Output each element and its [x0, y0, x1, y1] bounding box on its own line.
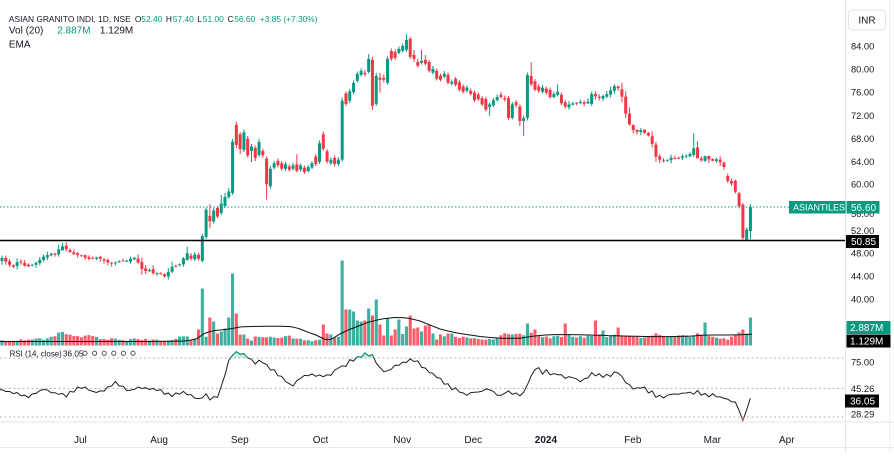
- svg-text:84.00: 84.00: [851, 41, 874, 51]
- svg-text:57.40: 57.40: [173, 14, 194, 24]
- svg-text:51.00: 51.00: [203, 14, 224, 24]
- svg-text:INR: INR: [858, 16, 875, 27]
- svg-text:52.40: 52.40: [141, 14, 162, 24]
- svg-text:2024: 2024: [535, 435, 558, 446]
- svg-text:ASIAN GRANITO INDI, 1D, NSE: ASIAN GRANITO INDI, 1D, NSE: [9, 14, 131, 24]
- svg-text:Oct: Oct: [313, 435, 329, 446]
- svg-text:52.00: 52.00: [851, 226, 874, 236]
- svg-text:72.00: 72.00: [851, 111, 874, 121]
- svg-text:EMA: EMA: [9, 39, 31, 50]
- svg-text:2.887M: 2.887M: [850, 323, 883, 334]
- svg-text:44.00: 44.00: [851, 272, 874, 282]
- svg-text:36.05: 36.05: [63, 350, 84, 359]
- svg-text:Apr: Apr: [779, 435, 795, 446]
- svg-text:1.129M: 1.129M: [850, 337, 883, 348]
- svg-text:50.85: 50.85: [851, 237, 876, 248]
- svg-text:80.00: 80.00: [851, 64, 874, 74]
- svg-text:Jul: Jul: [74, 435, 87, 446]
- svg-text:75.00: 75.00: [851, 357, 874, 367]
- svg-text:45.26: 45.26: [851, 384, 874, 394]
- svg-text:64.00: 64.00: [851, 157, 874, 167]
- svg-text:56.60: 56.60: [851, 203, 876, 214]
- svg-text:56.60: 56.60: [234, 14, 255, 24]
- svg-text:Vol (20): Vol (20): [9, 25, 43, 36]
- svg-text:Mar: Mar: [704, 435, 722, 446]
- svg-text:Feb: Feb: [624, 435, 642, 446]
- svg-text:ASIANTILES: ASIANTILES: [793, 202, 845, 212]
- svg-text:48.00: 48.00: [851, 248, 874, 258]
- svg-text:68.00: 68.00: [851, 134, 874, 144]
- svg-text:RSI (14, close): RSI (14, close): [10, 350, 63, 359]
- svg-text:Dec: Dec: [464, 435, 482, 446]
- svg-text:2.887M: 2.887M: [57, 25, 90, 36]
- svg-text:1.129M: 1.129M: [100, 25, 133, 36]
- svg-text:L: L: [197, 14, 202, 24]
- svg-text:C: C: [228, 14, 234, 24]
- svg-text:H: H: [166, 14, 172, 24]
- svg-text:36.05: 36.05: [850, 397, 875, 408]
- svg-text:+3.85 (+7.30%): +3.85 (+7.30%): [260, 14, 318, 24]
- svg-text:28.29: 28.29: [851, 409, 874, 419]
- svg-text:60.00: 60.00: [851, 179, 874, 189]
- svg-text:Nov: Nov: [393, 435, 411, 446]
- svg-text:76.00: 76.00: [851, 88, 874, 98]
- svg-text:40.00: 40.00: [851, 295, 874, 305]
- svg-text:Aug: Aug: [150, 435, 168, 446]
- svg-text:Sep: Sep: [231, 435, 249, 446]
